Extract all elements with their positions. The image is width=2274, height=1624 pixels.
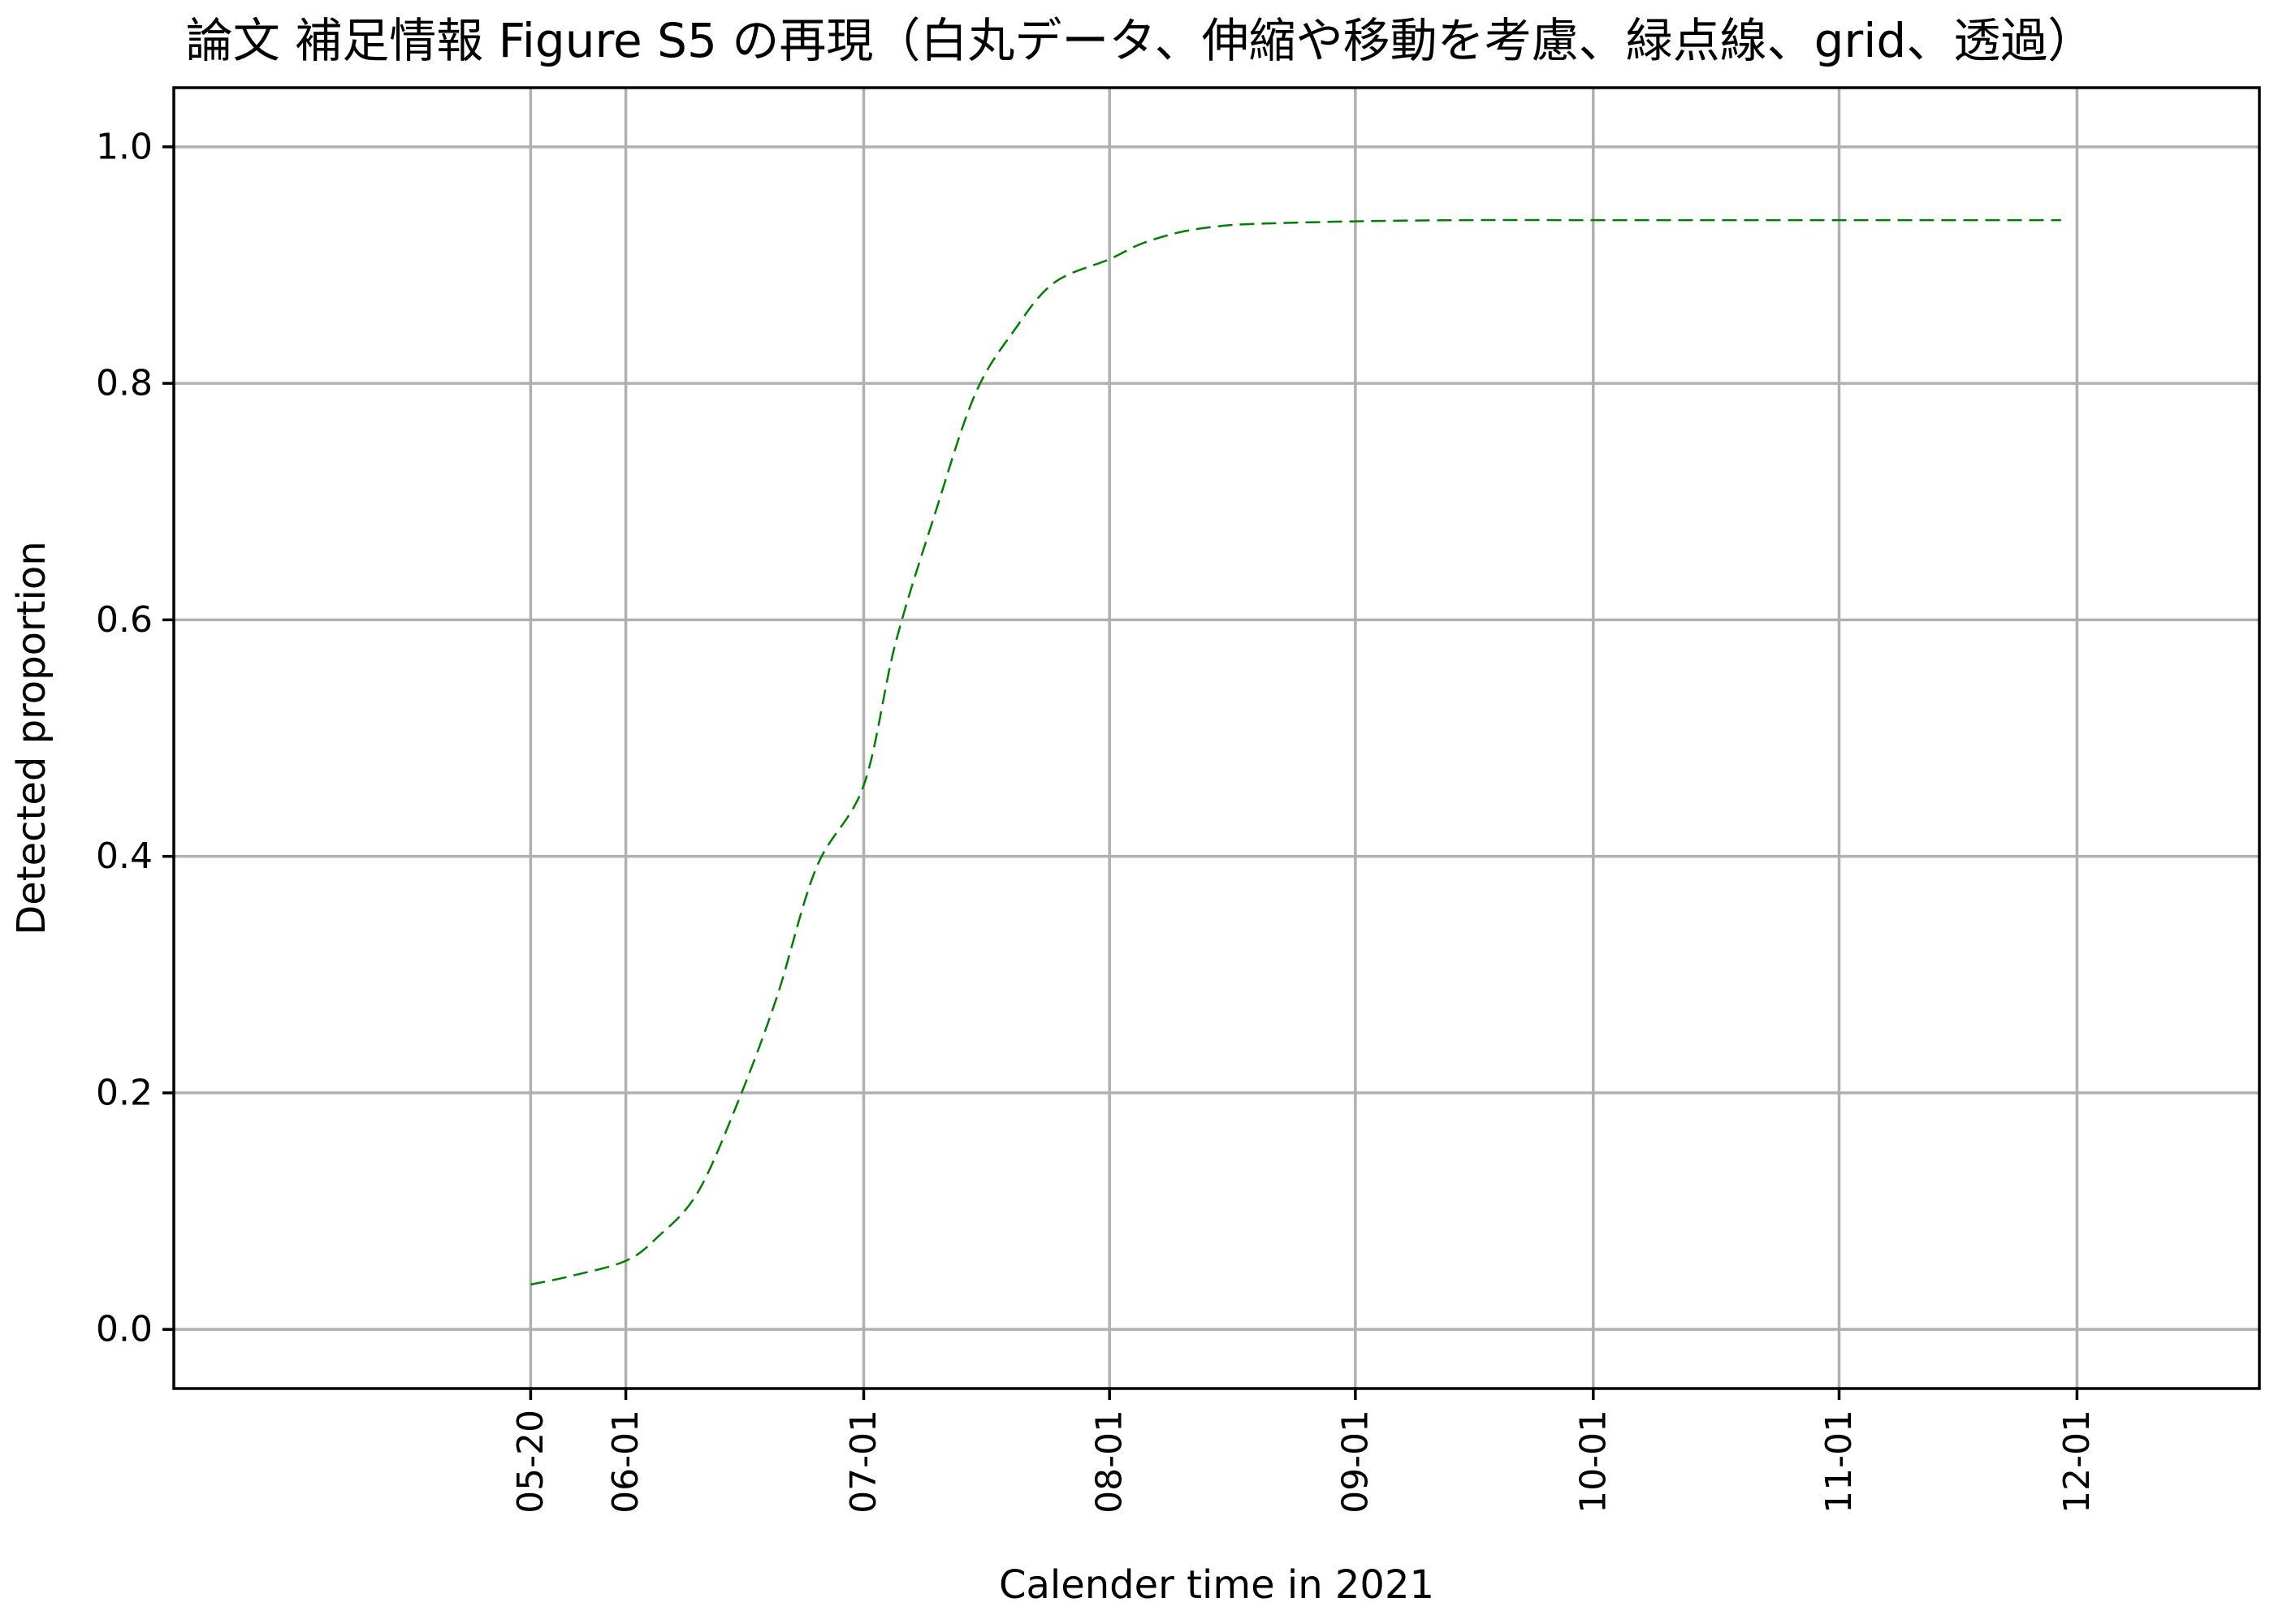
- x-tick-label-05-20: 05-20: [510, 1410, 551, 1514]
- x-tick-label-07-01: 07-01: [843, 1410, 884, 1514]
- x-tick-label-08-01: 08-01: [1089, 1410, 1131, 1514]
- y-tick-label-0.4: 0.4: [96, 836, 153, 877]
- x-axis-label: Calender time in 2021: [999, 1562, 1434, 1608]
- y-tick-label-0.6: 0.6: [96, 599, 153, 641]
- y-tick-label-0.0: 0.0: [96, 1309, 153, 1350]
- y-tick-label-0.2: 0.2: [96, 1072, 153, 1113]
- y-tick-label-1.0: 1.0: [96, 126, 153, 167]
- y-axis-label: Detected proportion: [9, 541, 54, 935]
- plot-area: [530, 218, 2061, 1286]
- x-tick-label-12-01: 12-01: [2056, 1410, 2098, 1514]
- plot-frame: [172, 86, 2261, 1390]
- chart-title: 論文 補足情報 Figure S5 の再現（白丸データ、伸縮や移動を考慮、緑点線…: [186, 13, 2095, 68]
- x-tick-label-11-01: 11-01: [1818, 1410, 1860, 1514]
- x-tick-label-09-01: 09-01: [1334, 1410, 1376, 1514]
- grid-lines: [174, 88, 2259, 1389]
- axis-ticks: 05-20 06-01 07-01 08-01 09-01 10-01 11-01 12-01…: [96, 126, 2098, 1514]
- series-line-1: [530, 218, 2061, 1286]
- y-tick-label-0.8: 0.8: [96, 363, 153, 404]
- x-tick-label-10-01: 10-01: [1572, 1410, 1614, 1514]
- x-tick-label-06-01: 06-01: [605, 1410, 646, 1514]
